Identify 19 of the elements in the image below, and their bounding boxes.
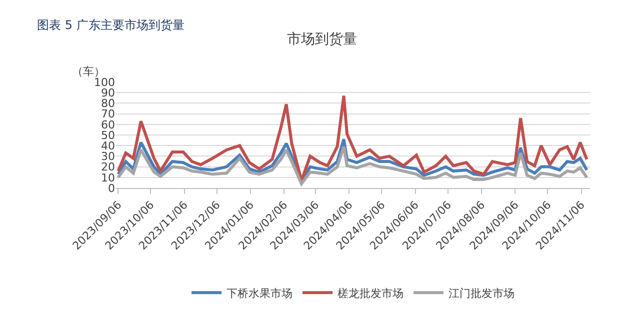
y-tick-label: 50 bbox=[101, 128, 115, 142]
y-tick-label: 0 bbox=[108, 182, 115, 195]
line-series bbox=[116, 94, 588, 182]
y-tick-label: 90 bbox=[101, 86, 115, 100]
legend-label: 槎龙批发市场 bbox=[338, 286, 404, 300]
y-tick-label: 100 bbox=[94, 76, 115, 89]
y-tick-label: 20 bbox=[101, 160, 115, 174]
y-tick-label: 70 bbox=[101, 108, 115, 121]
y-tick-label: 60 bbox=[101, 118, 115, 132]
legend-label: 下桥水果市场 bbox=[226, 286, 292, 300]
y-tick-label: 30 bbox=[101, 150, 115, 164]
y-tick-label: 80 bbox=[101, 97, 115, 110]
y-tick-label: 40 bbox=[101, 139, 115, 152]
legend-label: 江门批发市场 bbox=[448, 286, 514, 300]
y-axis-title: （车） bbox=[72, 65, 105, 78]
line-series bbox=[116, 145, 588, 186]
text: 图表 5 广东主要市场到货量 bbox=[37, 18, 184, 32]
y-tick-label: 10 bbox=[101, 171, 115, 184]
chart-title: 市场到货量 bbox=[287, 31, 357, 48]
